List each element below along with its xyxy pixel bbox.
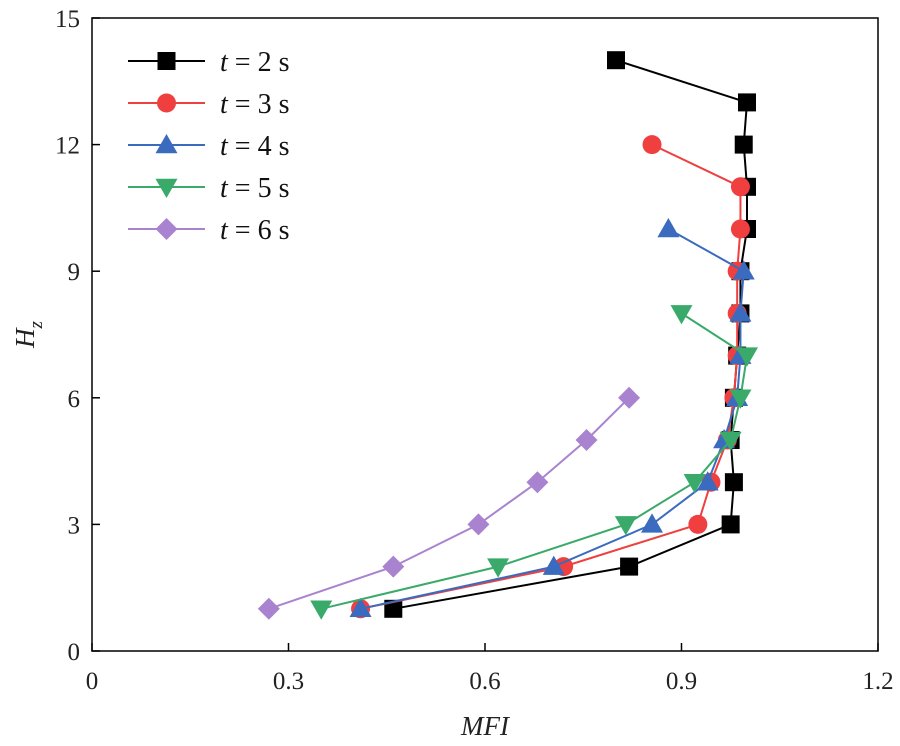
legend-label-var: t	[220, 131, 229, 162]
legend-label-rest: = 2 s	[228, 47, 290, 78]
series-3-point	[696, 471, 719, 491]
y-axis-title-main: H	[10, 327, 40, 349]
legend-label-var: t	[220, 89, 229, 120]
series-5-point	[257, 597, 280, 620]
series-1-point	[607, 51, 625, 70]
x-tick-label: 0	[86, 668, 99, 695]
series-4-point	[729, 389, 752, 409]
series-3-point	[542, 555, 565, 575]
series-1-point	[738, 93, 756, 112]
series-4-point	[487, 558, 510, 578]
series-4-point	[683, 473, 706, 494]
series-4-point	[310, 600, 333, 620]
legend-marker	[157, 52, 176, 70]
y-tick-label: 0	[68, 639, 81, 666]
x-tick-label: 0.3	[273, 668, 304, 695]
series-3-point	[729, 302, 752, 322]
series-3-point	[641, 513, 664, 533]
series-1-point	[734, 135, 753, 154]
series-5-point	[382, 555, 405, 578]
legend-label: t = 2 s	[220, 47, 289, 78]
y-tick-label: 6	[68, 386, 81, 413]
y-tick-label: 3	[68, 512, 81, 539]
series-5-point	[618, 386, 641, 409]
legend-marker	[155, 218, 178, 240]
legend-label-var: t	[220, 47, 229, 78]
x-axis-title: MFI	[460, 711, 511, 741]
series-4-point	[614, 516, 637, 536]
legend-label-rest: = 3 s	[228, 89, 290, 120]
legend-label: t = 6 s	[220, 215, 289, 246]
y-tick-label: 15	[55, 6, 80, 33]
legend-label-rest: = 5 s	[228, 173, 290, 204]
legend-label-rest: = 6 s	[228, 215, 290, 246]
series-2-point	[642, 135, 662, 155]
series-2-point	[688, 514, 708, 534]
series-line-3	[360, 228, 745, 610]
legend-marker	[155, 134, 178, 154]
y-tick-label: 12	[55, 133, 80, 160]
series-3-point	[349, 597, 372, 618]
series-1-point	[620, 557, 639, 576]
legend-marker	[155, 178, 178, 198]
series-1-point	[721, 515, 740, 534]
series-4-point	[736, 347, 758, 367]
legend-label: t = 3 s	[220, 89, 289, 120]
series-3-point	[657, 218, 680, 238]
x-tick-label: 1.2	[862, 668, 893, 695]
y-tick-label: 9	[68, 259, 81, 286]
x-tick-label: 0.9	[666, 668, 697, 695]
legend-label-var: t	[220, 173, 229, 204]
series-line-5	[268, 397, 630, 610]
y-axis-title: Hz	[10, 320, 47, 349]
series-line-2	[360, 143, 742, 610]
legend-label-rest: = 4 s	[228, 131, 290, 162]
y-axis-title-sub: z	[26, 320, 47, 329]
series-5-point	[467, 513, 490, 536]
series-3-point	[732, 260, 755, 280]
series-2-point	[730, 177, 750, 197]
legend-label-var: t	[220, 215, 229, 246]
x-tick-label: 0.6	[469, 668, 500, 695]
series-4-point	[670, 305, 693, 325]
series-5-point	[575, 429, 598, 451]
legend-label: t = 5 s	[220, 173, 289, 204]
legend-label: t = 4 s	[220, 131, 289, 162]
series-4-point	[719, 431, 742, 451]
plot-frame	[91, 17, 879, 652]
series-2-point	[730, 219, 750, 239]
legend-marker	[157, 93, 176, 113]
series-5-point	[526, 471, 549, 494]
series-1-point	[724, 473, 743, 492]
series-1-point	[384, 599, 403, 618]
